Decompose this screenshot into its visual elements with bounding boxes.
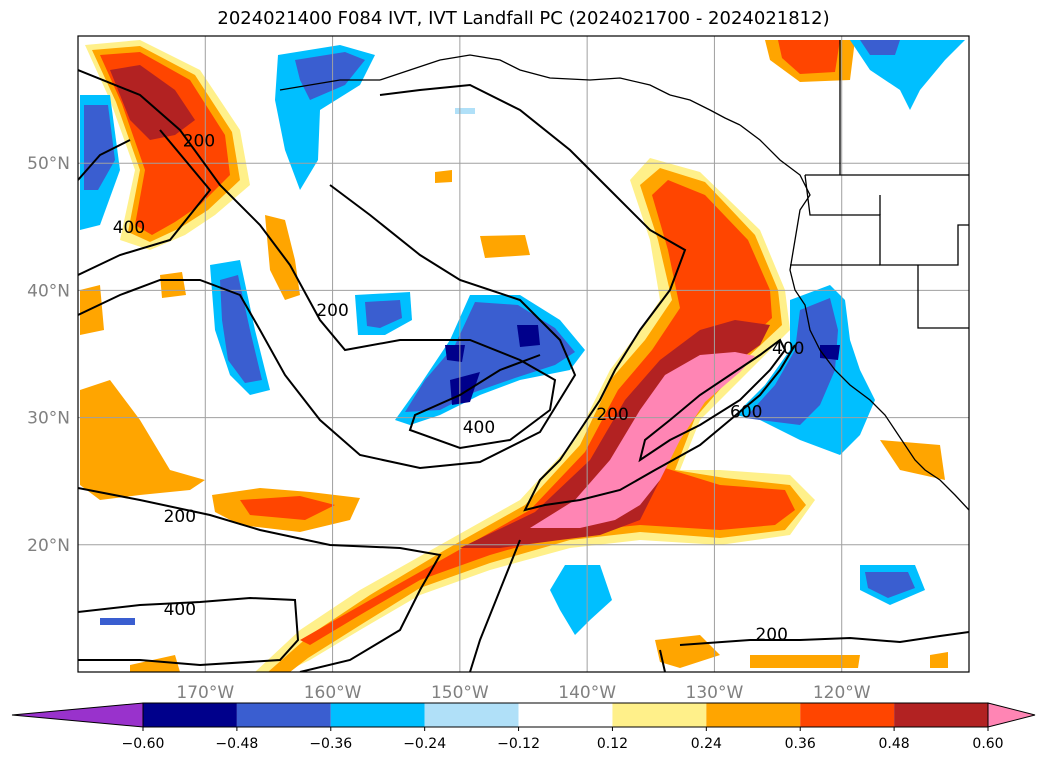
lat-tick-label: 20°N	[27, 536, 70, 556]
blob-s3	[930, 652, 948, 668]
lon-tick-label: 120°W	[813, 683, 871, 703]
contour-label: 400	[772, 339, 804, 359]
blue-3	[455, 108, 475, 114]
nw-darkred	[110, 65, 195, 140]
colorbar-extend-min	[11, 702, 144, 728]
lat-tick-label: 30°N	[27, 409, 70, 429]
colorbar-segment	[800, 703, 895, 727]
colorbar-tick-label: 0.24	[691, 736, 722, 752]
blue-center-dark2	[517, 325, 540, 347]
blob-5	[160, 272, 186, 298]
blob-7	[435, 170, 452, 183]
blob-2b	[240, 496, 335, 520]
colorbar-segment	[518, 703, 613, 727]
colorbar-segment	[706, 703, 801, 727]
ivt-shading	[80, 40, 965, 672]
blue-coast-mid	[745, 298, 838, 425]
contour-label: 400	[164, 600, 196, 620]
blue-nw-light	[275, 45, 375, 190]
coastline	[279, 40, 969, 511]
contour-label: 400	[113, 218, 145, 238]
contour-labels: 200 400 200 400 200 400 600 200 400 200	[113, 132, 805, 646]
blob-se	[880, 440, 945, 480]
contour-label: 600	[730, 403, 762, 423]
colorbar-segment	[424, 703, 519, 727]
blob-1	[480, 235, 530, 258]
blob-4	[265, 215, 300, 300]
blue-w-mid	[84, 105, 115, 190]
colorbar-segment	[894, 703, 988, 727]
colorbar-tick-label: −0.60	[122, 736, 165, 752]
blue-2b	[365, 300, 402, 328]
lon-tick-label: 170°W	[176, 683, 234, 703]
colorbar-tick-label: 0.12	[597, 736, 628, 752]
blob-ne-r	[778, 40, 840, 74]
colorbar-tick-label: −0.48	[215, 736, 258, 752]
map-title: 2024021400 F084 IVT, IVT Landfall PC (20…	[217, 8, 830, 29]
blob-s2	[750, 655, 860, 668]
blob-3	[80, 380, 205, 500]
colorbar-extend-max	[987, 702, 1036, 728]
colorbar-tick-label: −0.36	[309, 736, 352, 752]
contour-label: 200	[164, 507, 196, 527]
colorbar-segment	[612, 703, 707, 727]
blue-se-mid	[865, 572, 915, 598]
blob-6	[80, 285, 104, 335]
blue-s	[550, 565, 612, 635]
blue-center-dark1	[445, 345, 465, 362]
colorbar-tick-label: −0.24	[403, 736, 446, 752]
colorbar: −0.60 −0.48 −0.36 −0.24 −0.12 0.12 0.24 0.36 0.4…	[11, 702, 1036, 752]
blue-ne-mid	[860, 40, 900, 55]
blue-coast-dark	[820, 345, 840, 360]
colorbar-segment	[143, 703, 237, 727]
contour-label: 400	[463, 418, 495, 438]
blue-nw-mid	[295, 52, 365, 100]
lat-tick-label: 50°N	[27, 154, 70, 174]
colorbar-tick-label: 0.36	[785, 736, 816, 752]
blue-ne	[850, 40, 965, 110]
lon-tick-label: 160°W	[304, 683, 362, 703]
lon-tick-label: 140°W	[558, 683, 616, 703]
lat-tick-label: 40°N	[27, 281, 70, 301]
lon-tick-label: 130°W	[686, 683, 744, 703]
colorbar-segment	[236, 703, 331, 727]
ivt-contours	[78, 69, 969, 672]
lon-tick-labels: 170°W 160°W 150°W 140°W 130°W 120°W	[176, 683, 870, 703]
blue-4	[100, 618, 135, 625]
plot-frame	[77, 35, 970, 673]
colorbar-segment	[330, 703, 425, 727]
contour-label: 200	[316, 301, 348, 321]
blob-sw	[130, 655, 180, 672]
contour-label: 200	[596, 405, 628, 425]
ar-orange	[268, 168, 806, 672]
contour-label: 200	[183, 132, 215, 152]
contour-label: 200	[755, 625, 787, 645]
colorbar-tick-label: 0.60	[972, 736, 1003, 752]
lon-tick-label: 150°W	[431, 683, 489, 703]
colorbar-tick-label: −0.12	[497, 736, 540, 752]
blue-left-mid	[220, 275, 262, 383]
colorbar-tick-label: 0.48	[879, 736, 910, 752]
colorbar-frame	[142, 702, 989, 728]
blob-s	[655, 635, 720, 668]
lat-tick-labels: 50°N 40°N 30°N 20°N	[27, 154, 70, 556]
